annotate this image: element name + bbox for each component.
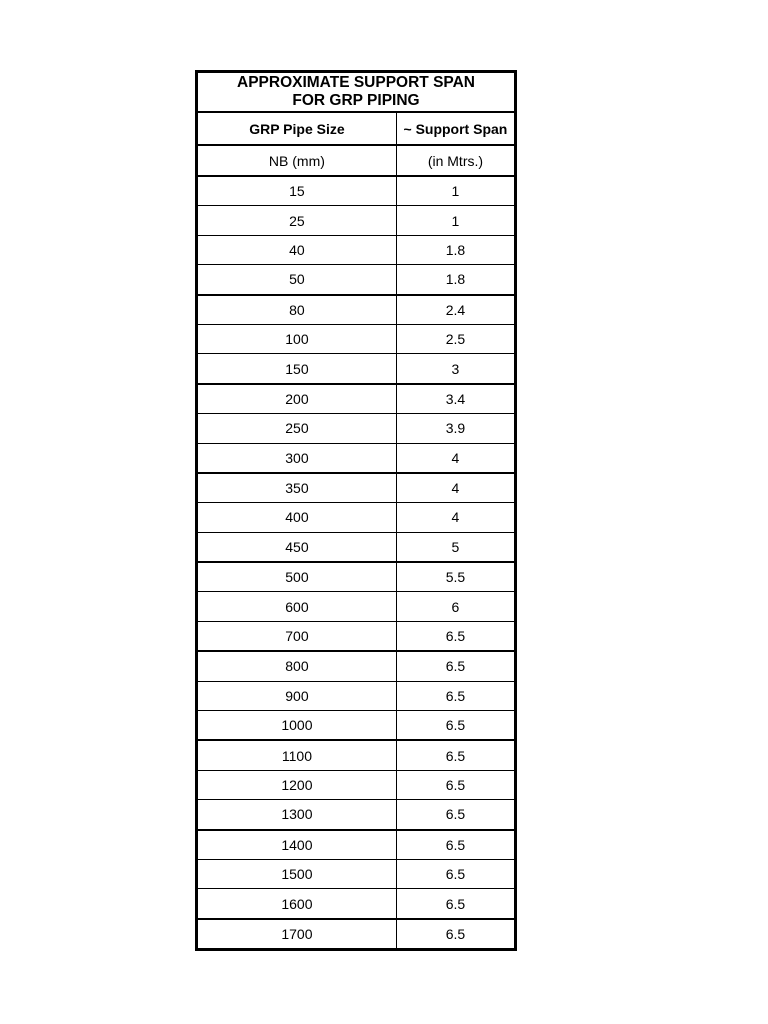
pipe-size-cell: 450 bbox=[196, 531, 397, 564]
support-span-cell: 1 bbox=[395, 205, 517, 236]
support-span-cell: 6.5 bbox=[395, 710, 517, 742]
support-span-cell: 6.5 bbox=[395, 799, 517, 831]
support-span-cell: 6 bbox=[395, 591, 517, 622]
table-row: 300 4 bbox=[196, 442, 517, 474]
support-span-table: APPROXIMATE SUPPORT SPAN FOR GRP PIPING … bbox=[195, 70, 517, 952]
support-span-cell: 3.9 bbox=[395, 413, 517, 444]
table-row: 15 1 bbox=[196, 175, 517, 207]
pipe-size-cell: 1200 bbox=[196, 769, 397, 801]
pipe-size-cell: 15 bbox=[196, 175, 397, 207]
table-body: 15 1 25 1 40 1.8 50 1.8 80 2.4 100 2.5 150 3 200 3.4 250… bbox=[196, 175, 517, 951]
table-row: 500 5.5 bbox=[196, 561, 517, 593]
support-span-cell: 6.5 bbox=[395, 888, 517, 920]
table-row: 1500 6.5 bbox=[196, 858, 517, 890]
unit-header-support-span: (in Mtrs.) bbox=[395, 144, 517, 177]
support-span-cell: 6.5 bbox=[395, 680, 517, 712]
support-span-cell: 6.5 bbox=[395, 829, 517, 860]
support-span-cell: 6.5 bbox=[395, 918, 517, 951]
support-span-cell: 4 bbox=[395, 442, 517, 474]
pipe-size-cell: 500 bbox=[196, 561, 397, 593]
support-span-cell: 6.5 bbox=[395, 769, 517, 801]
table-row: 80 2.4 bbox=[196, 294, 517, 325]
table-row: 1000 6.5 bbox=[196, 710, 517, 742]
pipe-size-cell: 250 bbox=[196, 413, 397, 444]
table-row: 350 4 bbox=[196, 472, 517, 504]
table-row: 200 3.4 bbox=[196, 383, 517, 415]
table-row: 400 4 bbox=[196, 502, 517, 533]
support-span-cell: 6.5 bbox=[395, 620, 517, 653]
table-title-line2: FOR GRP PIPING bbox=[292, 92, 420, 109]
pipe-size-cell: 400 bbox=[196, 502, 397, 533]
support-span-cell: 2.4 bbox=[395, 294, 517, 325]
pipe-size-cell: 100 bbox=[196, 323, 397, 355]
support-span-cell: 4 bbox=[395, 472, 517, 504]
pipe-size-cell: 150 bbox=[196, 353, 397, 385]
table-row: 150 3 bbox=[196, 353, 517, 385]
support-span-cell: 6.5 bbox=[395, 739, 517, 771]
table-row: 800 6.5 bbox=[196, 650, 517, 682]
table-row: 25 1 bbox=[196, 205, 517, 236]
pipe-size-cell: 350 bbox=[196, 472, 397, 504]
column-header-row: GRP Pipe Size ~ Support Span bbox=[196, 111, 517, 146]
pipe-size-cell: 1300 bbox=[196, 799, 397, 831]
support-span-cell: 3 bbox=[395, 353, 517, 385]
pipe-size-cell: 800 bbox=[196, 650, 397, 682]
table-row: 900 6.5 bbox=[196, 680, 517, 712]
table-row: 600 6 bbox=[196, 591, 517, 622]
table-row: 1700 6.5 bbox=[196, 918, 517, 951]
table-row: 1200 6.5 bbox=[196, 769, 517, 801]
pipe-size-cell: 200 bbox=[196, 383, 397, 415]
pipe-size-cell: 1500 bbox=[196, 858, 397, 890]
pipe-size-cell: 1600 bbox=[196, 888, 397, 920]
pipe-size-cell: 80 bbox=[196, 294, 397, 325]
table-row: 1600 6.5 bbox=[196, 888, 517, 920]
table-row: 1100 6.5 bbox=[196, 739, 517, 771]
table-title-line1: APPROXIMATE SUPPORT SPAN bbox=[237, 74, 475, 91]
support-span-cell: 1.8 bbox=[395, 264, 517, 296]
support-span-cell: 5 bbox=[395, 531, 517, 564]
table-row: 50 1.8 bbox=[196, 264, 517, 296]
pipe-size-cell: 300 bbox=[196, 442, 397, 474]
support-span-cell: 4 bbox=[395, 502, 517, 533]
table-row: 40 1.8 bbox=[196, 234, 517, 266]
column-header-support-span: ~ Support Span bbox=[395, 111, 517, 146]
column-header-pipe-size: GRP Pipe Size bbox=[196, 111, 397, 146]
table-row: 450 5 bbox=[196, 531, 517, 564]
unit-header-row: NB (mm) (in Mtrs.) bbox=[196, 144, 517, 177]
pipe-size-cell: 25 bbox=[196, 205, 397, 236]
support-span-cell: 5.5 bbox=[395, 561, 517, 593]
table-row: 1400 6.5 bbox=[196, 829, 517, 860]
unit-header-pipe-size: NB (mm) bbox=[196, 144, 397, 177]
support-span-cell: 6.5 bbox=[395, 858, 517, 890]
pipe-size-cell: 1100 bbox=[196, 739, 397, 771]
support-span-cell: 3.4 bbox=[395, 383, 517, 415]
pipe-size-cell: 40 bbox=[196, 234, 397, 266]
table-title-row: APPROXIMATE SUPPORT SPAN FOR GRP PIPING bbox=[196, 71, 516, 113]
table-row: 1300 6.5 bbox=[196, 799, 517, 831]
pipe-size-cell: 50 bbox=[196, 264, 397, 296]
pipe-size-cell: 1400 bbox=[196, 829, 397, 860]
pipe-size-cell: 1700 bbox=[196, 918, 397, 951]
support-span-cell: 1 bbox=[395, 175, 517, 207]
table-row: 250 3.9 bbox=[196, 413, 517, 444]
pipe-size-cell: 900 bbox=[196, 680, 397, 712]
support-span-cell: 1.8 bbox=[395, 234, 517, 266]
pipe-size-cell: 1000 bbox=[196, 710, 397, 742]
pipe-size-cell: 600 bbox=[196, 591, 397, 622]
support-span-cell: 2.5 bbox=[395, 323, 517, 355]
table-row: 700 6.5 bbox=[196, 620, 517, 653]
support-span-cell: 6.5 bbox=[395, 650, 517, 682]
table-title: APPROXIMATE SUPPORT SPAN FOR GRP PIPING bbox=[196, 71, 516, 113]
table-row: 100 2.5 bbox=[196, 323, 517, 355]
pipe-size-cell: 700 bbox=[196, 620, 397, 653]
